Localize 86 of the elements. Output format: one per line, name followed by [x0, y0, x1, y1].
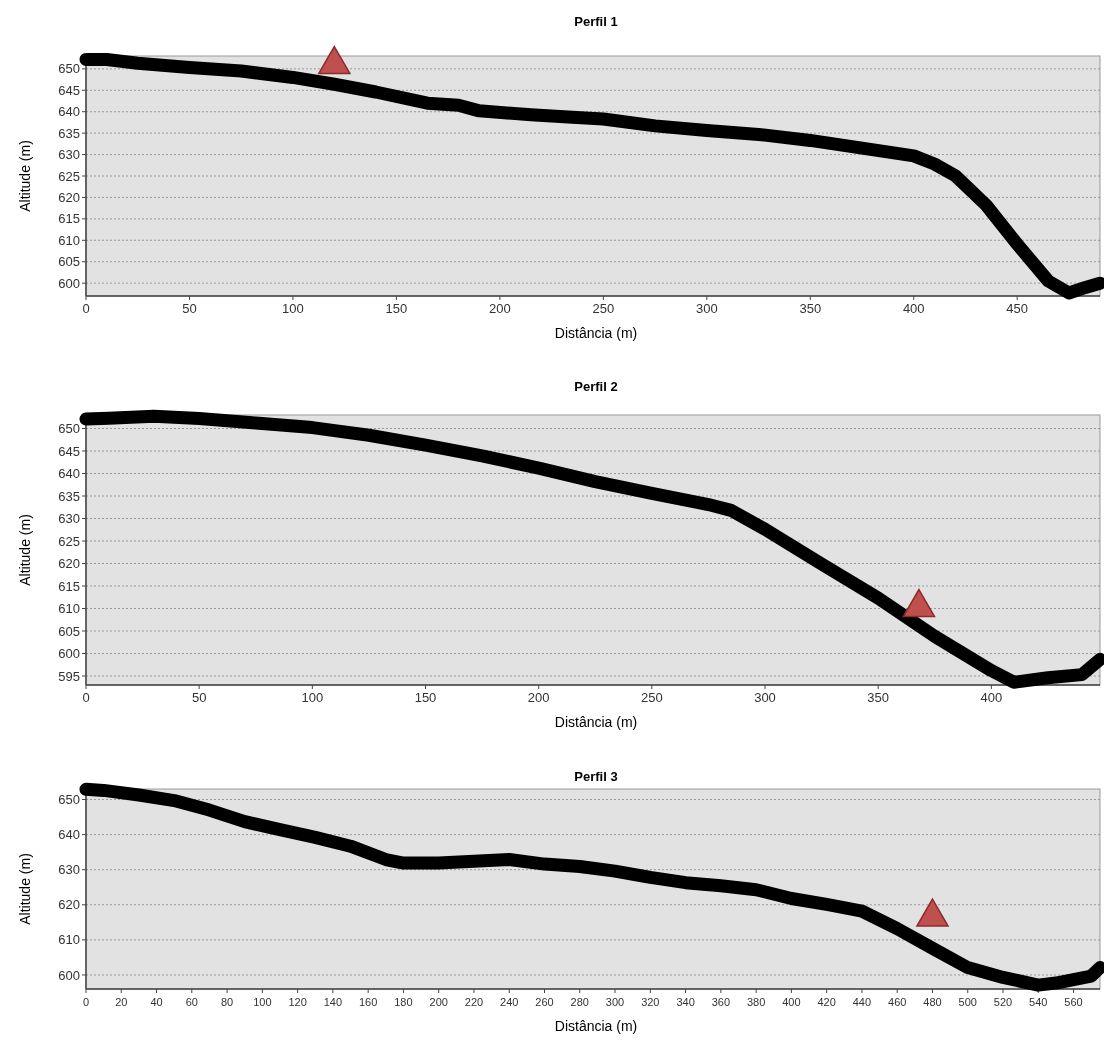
x-tick-label: 160: [358, 996, 378, 1008]
x-tick-label: 100: [253, 996, 272, 1008]
y-tick-label: 600: [58, 967, 80, 983]
y-tick-label: 610: [58, 932, 80, 948]
y-tick-label: 625: [58, 168, 80, 184]
x-tick-label: 300: [754, 690, 776, 705]
x-tick-label: 340: [676, 996, 695, 1008]
y-tick-label: 595: [58, 668, 80, 684]
chart-title: Perfil 1: [574, 14, 618, 29]
x-tick-label: 400: [902, 301, 925, 316]
y-tick-label: 630: [58, 147, 80, 163]
x-tick-label: 220: [464, 996, 484, 1008]
y-axis-title: Altitude (m): [17, 514, 33, 586]
x-tick-label: 200: [429, 996, 448, 1008]
x-axis-title: Distância (m): [554, 325, 638, 341]
y-axis-title: Altitude (m): [17, 853, 33, 925]
y-tick-label: 630: [58, 511, 80, 527]
x-axis-title: Distância (m): [554, 1018, 638, 1034]
x-tick-label: 20: [115, 996, 128, 1008]
y-tick-label: 635: [58, 488, 80, 504]
x-tick-label: 360: [711, 996, 731, 1008]
x-tick-label: 320: [641, 996, 660, 1008]
x-tick-label: 540: [1029, 996, 1048, 1008]
x-tick-label: 380: [746, 996, 766, 1008]
x-tick-label: 150: [414, 690, 437, 705]
x-tick-label: 200: [489, 301, 511, 316]
x-tick-label: 450: [1006, 301, 1029, 316]
y-tick-label: 610: [58, 232, 80, 248]
x-tick-label: 300: [605, 996, 625, 1008]
x-tick-label: 420: [817, 996, 836, 1008]
x-tick-label: 400: [782, 996, 801, 1008]
x-tick-label: 50: [191, 690, 207, 705]
x-tick-label: 0: [82, 690, 90, 705]
y-tick-label: 620: [58, 556, 80, 572]
y-tick-label: 650: [58, 792, 80, 808]
y-tick-label: 650: [58, 61, 80, 77]
x-tick-label: 0: [82, 301, 90, 316]
y-tick-label: 650: [58, 421, 80, 437]
y-tick-label: 620: [58, 189, 80, 205]
y-tick-label: 640: [58, 827, 80, 843]
x-tick-label: 100: [301, 690, 324, 705]
x-axis-title: Distância (m): [554, 714, 638, 730]
y-tick-label: 620: [58, 897, 80, 913]
x-tick-label: 520: [993, 996, 1013, 1008]
y-tick-label: 640: [58, 104, 80, 120]
x-tick-label: 280: [570, 996, 589, 1008]
x-tick-label: 100: [282, 301, 304, 316]
x-tick-label: 400: [980, 690, 1003, 705]
y-tick-label: 610: [58, 601, 80, 617]
x-tick-label: 40: [150, 996, 163, 1008]
x-tick-label: 260: [535, 996, 554, 1008]
x-tick-label: 460: [888, 996, 907, 1008]
x-tick-label: 0: [82, 996, 90, 1008]
y-tick-label: 635: [58, 125, 80, 141]
x-tick-label: 140: [323, 996, 343, 1008]
y-tick-label: 605: [58, 254, 80, 270]
x-tick-label: 180: [394, 996, 413, 1008]
x-tick-label: 240: [500, 996, 519, 1008]
y-tick-label: 640: [58, 466, 80, 482]
y-tick-label: 600: [58, 275, 80, 291]
y-tick-label: 630: [58, 862, 80, 878]
y-tick-label: 645: [58, 82, 80, 98]
x-tick-label: 350: [799, 301, 822, 316]
x-tick-label: 120: [288, 996, 307, 1008]
y-tick-label: 645: [58, 443, 80, 459]
x-tick-label: 250: [592, 301, 615, 316]
x-tick-label: 560: [1064, 996, 1083, 1008]
y-tick-label: 605: [58, 623, 80, 639]
x-tick-label: 80: [220, 996, 234, 1008]
chart-title: Perfil 2: [574, 379, 618, 394]
y-tick-label: 615: [58, 211, 80, 227]
chart-title: Perfil 3: [574, 769, 618, 784]
x-tick-label: 500: [958, 996, 977, 1008]
x-tick-label: 350: [867, 690, 890, 705]
x-tick-label: 300: [695, 301, 718, 316]
y-axis-title: Altitude (m): [17, 140, 33, 212]
x-tick-label: 480: [923, 996, 942, 1008]
x-tick-label: 150: [385, 301, 408, 316]
x-tick-label: 250: [641, 690, 663, 705]
x-tick-label: 200: [527, 690, 550, 705]
x-tick-label: 440: [852, 996, 872, 1008]
y-tick-label: 615: [58, 578, 80, 594]
y-tick-label: 600: [58, 646, 80, 662]
x-tick-label: 60: [185, 996, 198, 1008]
y-tick-label: 625: [58, 533, 80, 549]
x-tick-label: 50: [182, 301, 197, 316]
